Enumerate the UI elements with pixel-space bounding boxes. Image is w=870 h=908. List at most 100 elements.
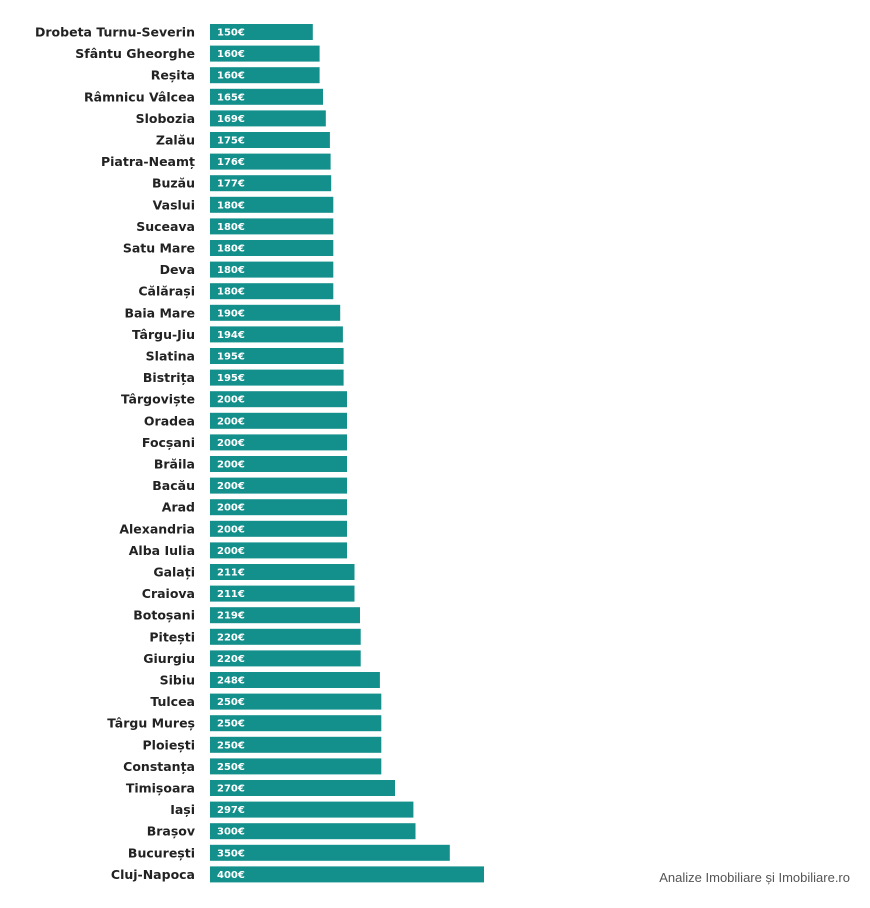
- category-label: Bacău: [152, 478, 195, 493]
- value-label: 200€: [217, 438, 245, 449]
- bar: [210, 456, 347, 472]
- bar: [210, 499, 347, 516]
- bar: [210, 628, 361, 645]
- category-label: Călărași: [138, 284, 195, 299]
- value-label: 194€: [217, 330, 245, 341]
- category-label: Reșita: [151, 68, 195, 83]
- bar: [210, 110, 326, 127]
- value-label: 220€: [217, 654, 245, 665]
- value-label: 250€: [217, 719, 245, 730]
- bar: [210, 132, 330, 148]
- value-label: 250€: [217, 740, 245, 751]
- value-label: 211€: [217, 568, 245, 579]
- bar: [210, 348, 344, 364]
- category-label: Zalău: [156, 133, 195, 148]
- bar: [210, 520, 347, 537]
- bar: [210, 240, 334, 256]
- category-label: Brăila: [154, 457, 195, 472]
- value-label: 160€: [217, 71, 245, 82]
- category-label: Slatina: [146, 349, 195, 364]
- bar: [210, 585, 355, 602]
- value-label: 190€: [217, 308, 245, 319]
- category-label: Piatra-Neamț: [101, 154, 195, 169]
- category-label: Bistrița: [143, 370, 195, 385]
- value-label: 200€: [217, 481, 245, 492]
- value-label: 177€: [217, 179, 245, 190]
- bar: [210, 369, 344, 386]
- bar: [210, 412, 347, 429]
- category-label: Drobeta Turnu-Severin: [35, 25, 195, 40]
- bar: [210, 477, 347, 494]
- bar: [210, 67, 320, 84]
- bar: [210, 391, 347, 408]
- bar: [210, 24, 313, 40]
- category-label: Târgoviște: [121, 392, 195, 407]
- value-label: 195€: [217, 352, 245, 363]
- bar: [210, 715, 382, 732]
- category-label: Baia Mare: [124, 305, 195, 320]
- bar: [210, 758, 382, 775]
- value-label: 219€: [217, 611, 245, 622]
- bar: [210, 780, 395, 796]
- value-label: 200€: [217, 395, 245, 406]
- category-label: Sibiu: [160, 673, 195, 688]
- category-label: Pitești: [149, 629, 195, 644]
- value-label: 300€: [217, 827, 245, 838]
- value-label: 169€: [217, 114, 245, 125]
- source-note: Analize Imobiliare și Imobiliare.ro: [659, 870, 850, 885]
- bar: [210, 672, 380, 688]
- category-label: Suceava: [136, 219, 195, 234]
- value-label: 180€: [217, 244, 245, 255]
- category-label: Oradea: [144, 413, 195, 428]
- bar: [210, 844, 450, 861]
- category-label: Timișoara: [126, 781, 195, 796]
- category-label: Giurgiu: [143, 651, 195, 666]
- category-label: Iași: [170, 802, 195, 817]
- bar: [210, 218, 334, 235]
- category-label: Brașov: [147, 824, 195, 839]
- value-label: 200€: [217, 546, 245, 557]
- category-label: București: [128, 845, 195, 860]
- value-label: 297€: [217, 805, 245, 816]
- value-label: 180€: [217, 222, 245, 233]
- bar: [210, 175, 332, 192]
- category-label: Arad: [162, 500, 195, 515]
- bar: [210, 153, 331, 170]
- category-label: Constanța: [123, 759, 195, 774]
- category-label: Ploiești: [143, 737, 196, 752]
- value-label: 180€: [217, 287, 245, 298]
- category-label: Cluj-Napoca: [111, 867, 195, 882]
- value-label: 250€: [217, 697, 245, 708]
- category-label: Slobozia: [136, 111, 195, 126]
- value-label: 175€: [217, 136, 245, 147]
- value-label: 180€: [217, 265, 245, 276]
- value-label: 200€: [217, 460, 245, 471]
- value-label: 400€: [217, 870, 245, 881]
- value-label: 200€: [217, 503, 245, 514]
- category-label: Deva: [160, 262, 195, 277]
- value-label: 211€: [217, 589, 245, 600]
- bar: [210, 45, 320, 62]
- category-label: Buzău: [152, 176, 195, 191]
- category-label: Tulcea: [150, 694, 195, 709]
- value-label: 270€: [217, 784, 245, 795]
- bar: [210, 693, 382, 710]
- value-label: 248€: [217, 676, 245, 687]
- category-label: Râmnicu Vâlcea: [84, 89, 195, 104]
- category-label: Botoșani: [133, 608, 195, 623]
- category-label: Târgu-Jiu: [132, 327, 195, 342]
- value-label: 200€: [217, 416, 245, 427]
- value-label: 180€: [217, 200, 245, 211]
- category-label: Craiova: [142, 586, 195, 601]
- bar: [210, 196, 334, 213]
- bar: [210, 88, 323, 105]
- bar: [210, 261, 334, 278]
- category-label: Vaslui: [153, 197, 195, 212]
- category-label: Satu Mare: [123, 241, 195, 256]
- value-label: 220€: [217, 632, 245, 643]
- value-label: 350€: [217, 848, 245, 859]
- category-label: Alba Iulia: [129, 543, 195, 558]
- category-label: Focșani: [142, 435, 195, 450]
- bar: [210, 564, 355, 580]
- value-label: 165€: [217, 92, 245, 103]
